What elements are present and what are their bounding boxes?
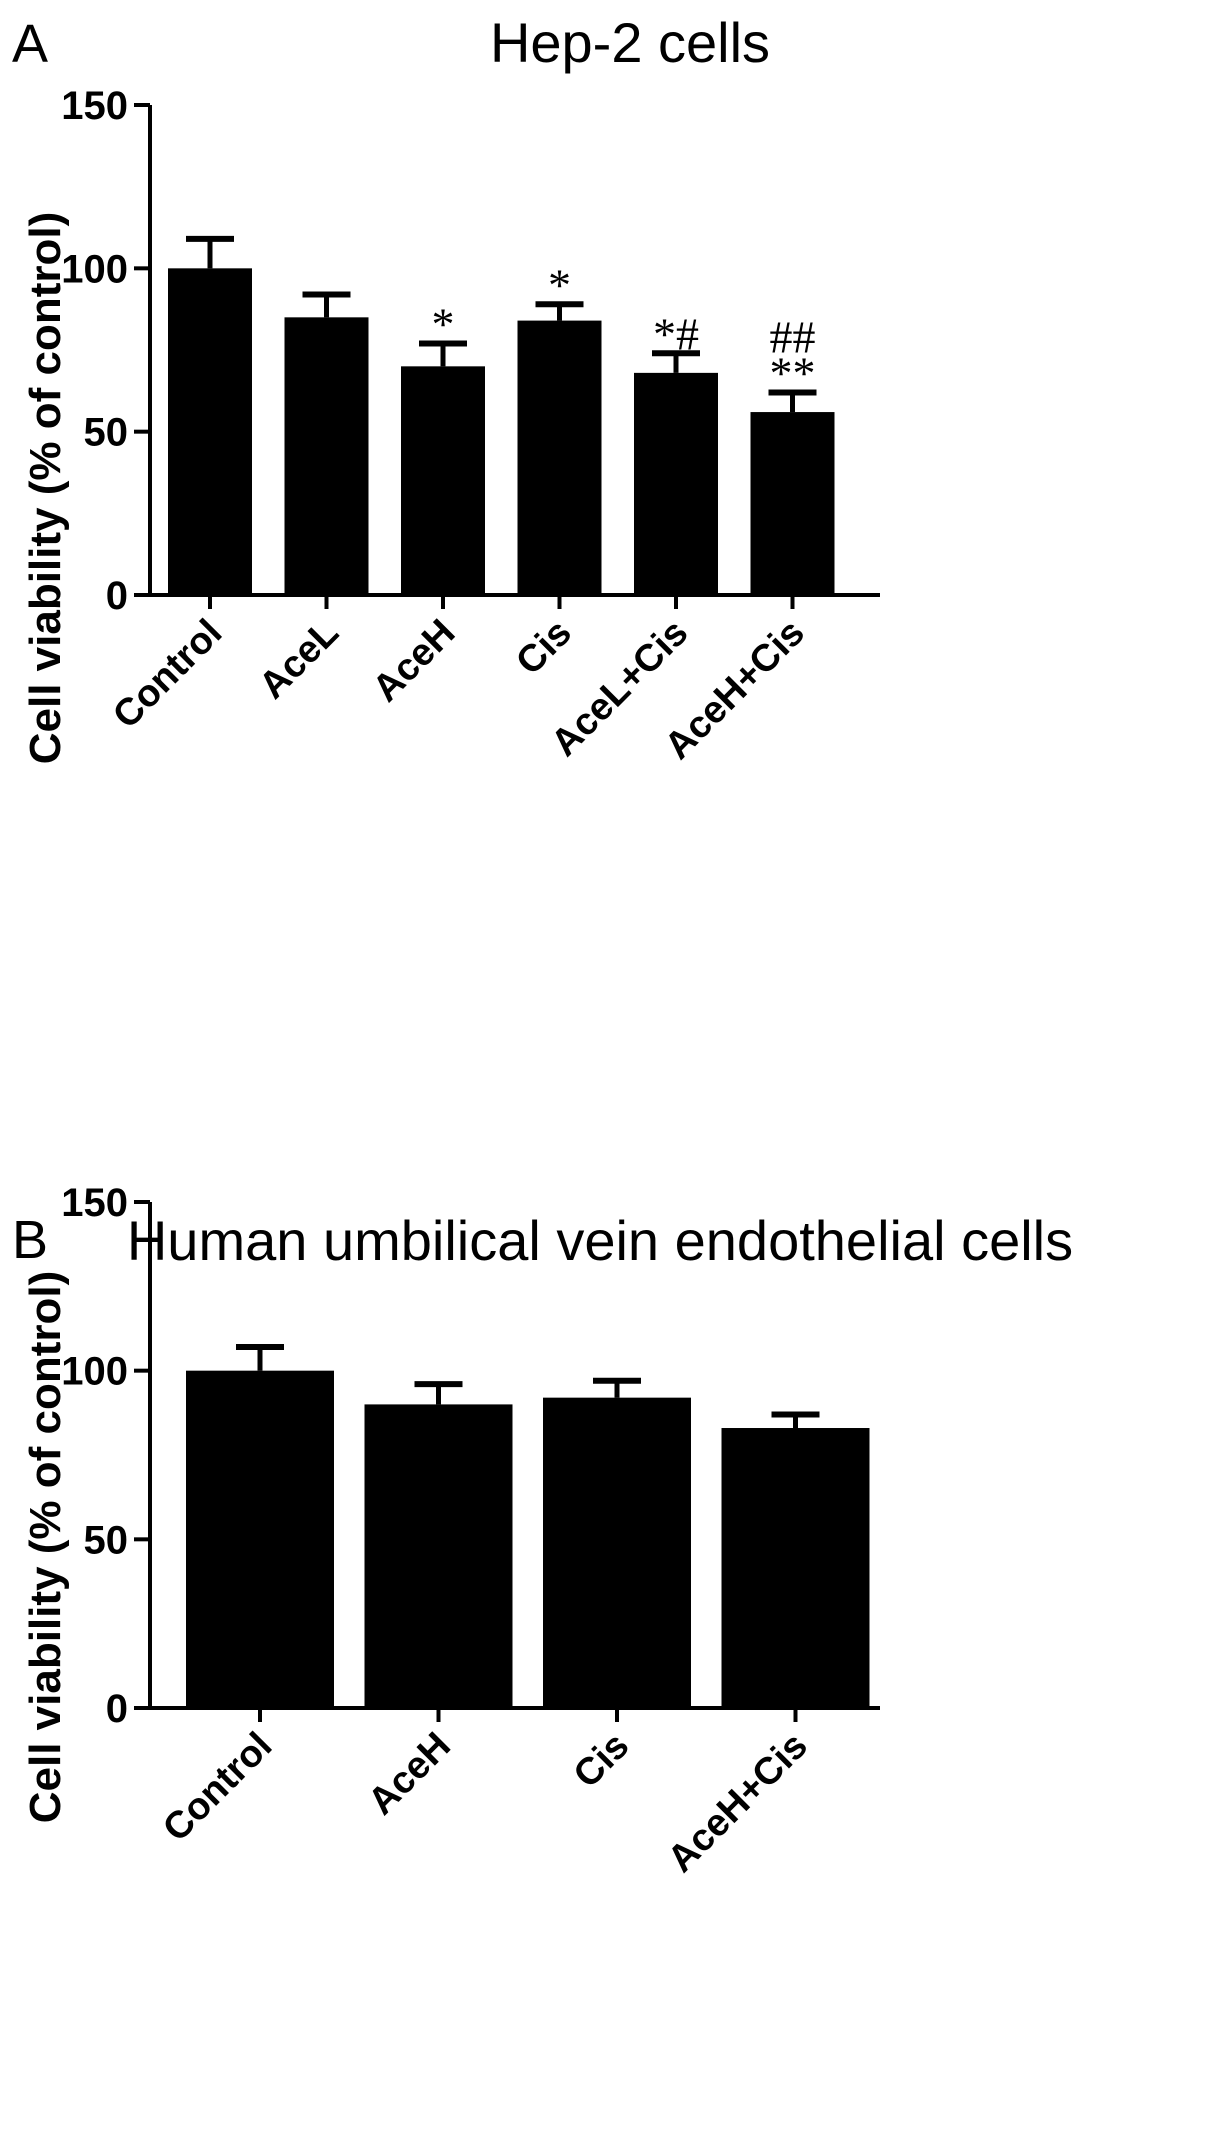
bar-a-3 — [517, 320, 602, 595]
x-tick-label-b-0: Control — [155, 1725, 280, 1850]
y-tick-label-a-2: 100 — [61, 247, 128, 291]
x-tick-label-b-2: Cis — [566, 1725, 638, 1797]
significance-label-a-2: * — [432, 298, 455, 349]
y-tick-label-a-3: 150 — [61, 84, 128, 128]
panel-letter-a: A — [12, 14, 48, 74]
bar-a-5 — [750, 412, 835, 595]
chart-title-b: Human umbilical vein endothelial cells — [127, 1209, 1073, 1272]
x-tick-label-a-0: Control — [105, 612, 230, 737]
significance-label-a-4: *# — [653, 308, 699, 359]
bar-a-4 — [634, 372, 718, 595]
chart-title-a: Hep-2 cells — [490, 11, 770, 74]
y-axis-label-a: Cell viability (% of control) — [21, 212, 70, 765]
plot-area-b: 0 50 100 150 Control AceH Cis AceH+Cis — [61, 1181, 880, 1881]
chart-panel-b: B Human umbilical vein endothelial cells… — [12, 1181, 1073, 1881]
y-tick-label-b-1: 50 — [84, 1518, 129, 1562]
panel-letter-b: B — [12, 1210, 48, 1270]
x-tick-label-b-1: AceH — [360, 1725, 458, 1823]
x-tick-label-a-1: AceL — [251, 612, 346, 707]
y-tick-label-a-1: 50 — [84, 411, 129, 455]
bar-b-3 — [721, 1428, 870, 1708]
y-axis-label-b: Cell viability (% of control) — [21, 1271, 70, 1824]
bar-b-0 — [186, 1370, 334, 1708]
y-tick-label-b-2: 100 — [61, 1350, 128, 1394]
bar-b-1 — [364, 1404, 513, 1708]
y-tick-label-b-0: 0 — [106, 1687, 128, 1731]
x-tick-label-a-3: Cis — [508, 612, 580, 684]
y-tick-label-b-3: 150 — [61, 1181, 128, 1225]
x-tick-label-b-3: AceH+Cis — [660, 1725, 816, 1881]
y-tick-label-a-0: 0 — [106, 574, 128, 618]
bar-a-1 — [284, 317, 369, 595]
bar-b-2 — [543, 1397, 691, 1708]
chart-panel-a: A Hep-2 cells Cell viability (% of contr… — [12, 11, 880, 768]
significance-label-a-5: ** — [770, 347, 816, 398]
significance-label-upper-a-5: ## — [770, 311, 816, 362]
x-tick-label-a-2: AceH — [365, 612, 463, 710]
bar-a-0 — [168, 268, 252, 595]
significance-label-a-3: * — [548, 259, 571, 310]
bar-a-2 — [401, 366, 485, 595]
